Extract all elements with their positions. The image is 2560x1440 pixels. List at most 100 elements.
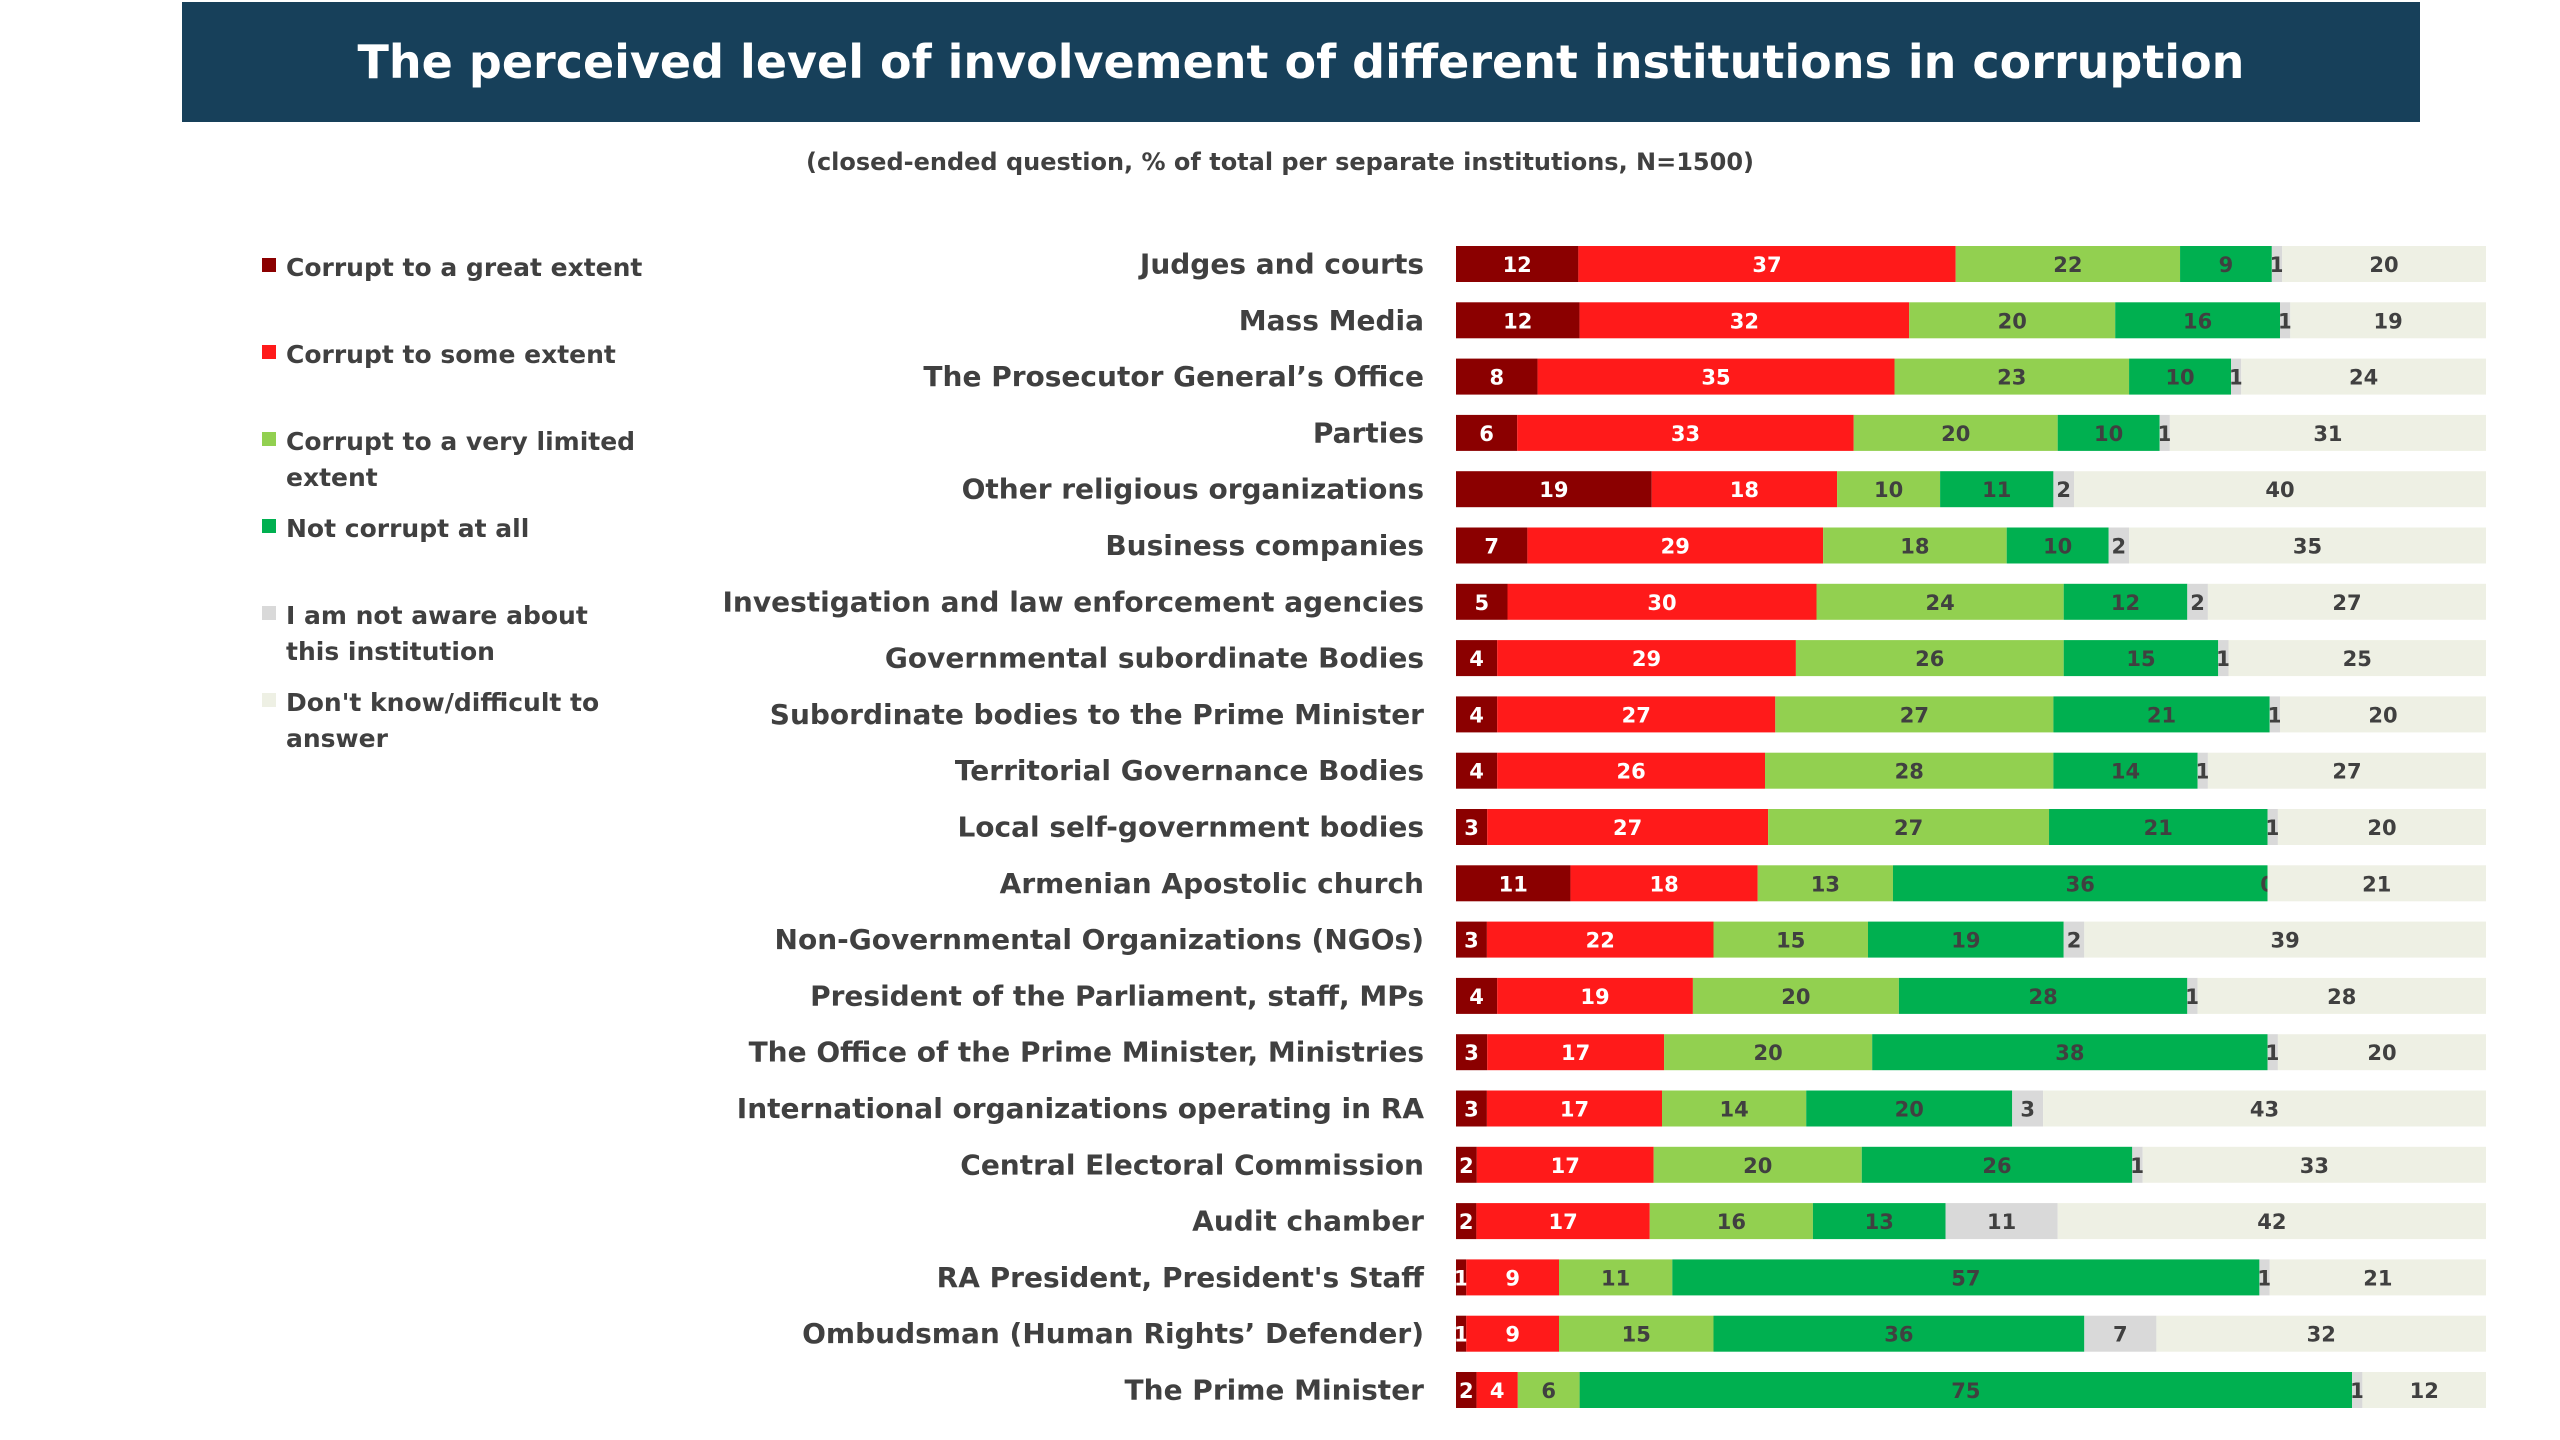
category-label-non-governmental-organizations-ngos: Non-Governmental Organizations (NGOs) — [775, 923, 1424, 956]
data-label-business-companies-s1: 29 — [1661, 535, 1690, 559]
data-label-territorial-governance-bodies-s2: 28 — [1895, 760, 1924, 784]
bar-segment-other-religious-organizations-s5 — [2074, 471, 2486, 508]
bar-segment-mass-media-s0 — [1456, 302, 1580, 339]
category-label-ra-president-president-s-staff: RA President, President's Staff — [937, 1261, 1425, 1294]
data-label-parties-s4: 1 — [2157, 422, 2172, 446]
category-label-audit-chamber: Audit chamber — [1192, 1205, 1424, 1238]
bar-segment-president-of-the-parliament-staff-mps-s4 — [2187, 977, 2198, 1014]
bar-segment-armenian-apostolic-church-s1 — [1570, 865, 1758, 902]
bar-segment-international-organizations-operating-in-ra-s2 — [1662, 1090, 1807, 1127]
data-label-central-electoral-commission-s4: 1 — [2130, 1154, 2145, 1178]
data-label-international-organizations-operating-in-ra-s5: 43 — [2250, 1098, 2279, 1122]
bar-segment-territorial-governance-bodies-s5 — [2207, 752, 2486, 789]
bar-segment-ombudsman-human-rights-defender-s5 — [2156, 1315, 2486, 1352]
legend-label-not-aware: I am not aware about this institution — [286, 601, 588, 666]
data-label-non-governmental-organizations-ngos-s0: 3 — [1464, 929, 1479, 953]
bar-segment-local-self-government-bodies-s0 — [1456, 809, 1488, 845]
bar-segment-the-office-of-the-prime-minister-ministries-s3 — [1872, 1034, 2268, 1071]
data-label-parties-s2: 20 — [1941, 422, 1970, 446]
bar-segment-investigation-and-law-enforcement-agencies-s4 — [2187, 583, 2208, 620]
data-label-territorial-governance-bodies-s5: 27 — [2332, 760, 2361, 784]
data-label-armenian-apostolic-church-s3: 36 — [2066, 872, 2095, 896]
data-label-the-office-of-the-prime-minister-ministries-s1: 17 — [1561, 1041, 1590, 1065]
data-label-business-companies-s5: 35 — [2293, 535, 2322, 559]
bar-segment-central-electoral-commission-s0 — [1456, 1146, 1477, 1183]
category-label-investigation-and-law-enforcement-agencies: Investigation and law enforcement agenci… — [723, 585, 1425, 618]
legend-swatch-dont-know — [262, 693, 276, 707]
bar-segment-governmental-subordinate-bodies-s1 — [1497, 640, 1796, 677]
bar-segment-parties-s0 — [1456, 414, 1518, 451]
bar-segment-territorial-governance-bodies-s1 — [1497, 752, 1765, 789]
bar-segment-mass-media-s1 — [1579, 302, 1910, 339]
legend-swatch-not-corrupt — [262, 519, 276, 533]
bar-segment-armenian-apostolic-church-s3 — [1892, 865, 2268, 902]
bar-segment-ombudsman-human-rights-defender-s3 — [1713, 1315, 2085, 1352]
category-label-the-prime-minister: The Prime Minister — [1125, 1374, 1425, 1407]
category-label-parties: Parties — [1313, 416, 1424, 449]
data-label-president-of-the-parliament-staff-mps-s3: 28 — [2028, 985, 2057, 1009]
bar-segment-business-companies-s0 — [1456, 527, 1528, 564]
data-label-the-prime-minister-s1: 4 — [1490, 1379, 1505, 1403]
data-label-non-governmental-organizations-ngos-s3: 19 — [1951, 929, 1980, 953]
legend-swatch-not-aware — [262, 606, 276, 620]
data-label-judges-and-courts-s0: 12 — [1503, 253, 1532, 277]
bar-segment-audit-chamber-s5 — [2057, 1203, 2486, 1240]
data-label-non-governmental-organizations-ngos-s2: 15 — [1776, 929, 1805, 953]
data-label-parties-s3: 10 — [2094, 422, 2123, 446]
data-label-non-governmental-organizations-ngos-s1: 22 — [1586, 929, 1615, 953]
bar-segment-the-office-of-the-prime-minister-ministries-s0 — [1456, 1034, 1488, 1071]
bar-segment-ombudsman-human-rights-defender-s4 — [2084, 1315, 2157, 1352]
bar-segment-territorial-governance-bodies-s2 — [1765, 752, 2054, 789]
data-label-audit-chamber-s4: 11 — [1987, 1210, 2016, 1234]
bar-segment-governmental-subordinate-bodies-s4 — [2218, 640, 2229, 677]
category-label-governmental-subordinate-bodies: Governmental subordinate Bodies — [885, 642, 1424, 675]
bar-segment-the-prime-minister-s1 — [1476, 1372, 1518, 1408]
bar-segment-mass-media-s2 — [1909, 302, 2116, 339]
data-label-subordinate-bodies-to-the-prime-minister-s1: 27 — [1622, 703, 1651, 727]
bar-segment-investigation-and-law-enforcement-agencies-s1 — [1507, 583, 1817, 620]
bar-segment-the-office-of-the-prime-minister-ministries-s4 — [2267, 1034, 2278, 1071]
data-label-armenian-apostolic-church-s2: 13 — [1811, 872, 1840, 896]
chart-title: The perceived level of involvement of di… — [182, 2, 2420, 122]
bar-segment-non-governmental-organizations-ngos-s2 — [1713, 921, 1868, 958]
bar-segment-parties-s3 — [2057, 414, 2160, 451]
data-label-central-electoral-commission-s2: 20 — [1743, 1154, 1772, 1178]
legend-label-dont-know: Don't know/difficult to answer — [286, 688, 600, 753]
bar-segment-territorial-governance-bodies-s3 — [2053, 752, 2198, 789]
bar-segment-the-prime-minister-s2 — [1517, 1372, 1580, 1408]
data-label-other-religious-organizations-s5: 40 — [2265, 478, 2294, 502]
data-label-mass-media-s3: 16 — [2183, 309, 2212, 333]
data-label-ombudsman-human-rights-defender-s5: 32 — [2307, 1323, 2336, 1347]
data-label-audit-chamber-s1: 17 — [1548, 1210, 1577, 1234]
category-label-armenian-apostolic-church: Armenian Apostolic church — [1000, 867, 1424, 900]
data-label-the-prime-minister-s2: 6 — [1541, 1379, 1556, 1403]
bar-segment-president-of-the-parliament-staff-mps-s3 — [1898, 977, 2188, 1014]
data-label-governmental-subordinate-bodies-s1: 29 — [1632, 647, 1661, 671]
bar-segment-judges-and-courts-s1 — [1578, 246, 1956, 282]
bar-segment-other-religious-organizations-s2 — [1837, 471, 1941, 508]
bar-segment-non-governmental-organizations-ngos-s3 — [1868, 921, 2064, 958]
bar-segment-territorial-governance-bodies-s4 — [2197, 752, 2208, 789]
data-label-the-office-of-the-prime-minister-ministries-s2: 20 — [1754, 1041, 1783, 1065]
data-label-mass-media-s1: 32 — [1730, 309, 1759, 333]
bar-segment-audit-chamber-s0 — [1456, 1203, 1477, 1240]
bar-segment-non-governmental-organizations-ngos-s5 — [2084, 921, 2486, 958]
bar-segment-governmental-subordinate-bodies-s5 — [2228, 640, 2486, 677]
bar-segment-local-self-government-bodies-s5 — [2277, 809, 2486, 845]
bar-segment-other-religious-organizations-s4 — [2053, 471, 2074, 508]
data-label-governmental-subordinate-bodies-s2: 26 — [1915, 647, 1944, 671]
bar-segment-international-organizations-operating-in-ra-s1 — [1486, 1090, 1662, 1127]
bar-segment-non-governmental-organizations-ngos-s1 — [1486, 921, 1714, 958]
data-label-international-organizations-operating-in-ra-s4: 3 — [2020, 1098, 2035, 1122]
data-label-armenian-apostolic-church-s1: 18 — [1649, 872, 1678, 896]
data-label-other-religious-organizations-s2: 10 — [1874, 478, 1903, 502]
bar-segment-governmental-subordinate-bodies-s2 — [1795, 640, 2064, 677]
data-label-investigation-and-law-enforcement-agencies-s4: 2 — [2190, 591, 2205, 615]
data-label-judges-and-courts-s5: 20 — [2369, 253, 2398, 277]
bar-segment-central-electoral-commission-s1 — [1476, 1146, 1654, 1183]
bar-segment-territorial-governance-bodies-s0 — [1456, 752, 1498, 789]
bar-segment-parties-s2 — [1853, 414, 2058, 451]
bar-segment-judges-and-courts-s0 — [1456, 246, 1579, 282]
bar-segment-local-self-government-bodies-s1 — [1487, 809, 1769, 845]
